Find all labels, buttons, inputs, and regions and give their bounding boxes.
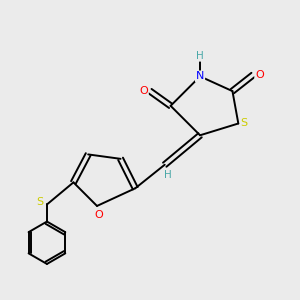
Text: S: S — [36, 196, 43, 206]
Text: O: O — [94, 210, 103, 220]
Text: N: N — [196, 71, 204, 81]
Text: O: O — [139, 86, 148, 96]
Text: O: O — [255, 70, 264, 80]
Text: S: S — [241, 118, 248, 128]
Text: H: H — [164, 170, 172, 180]
Text: H: H — [196, 51, 204, 61]
